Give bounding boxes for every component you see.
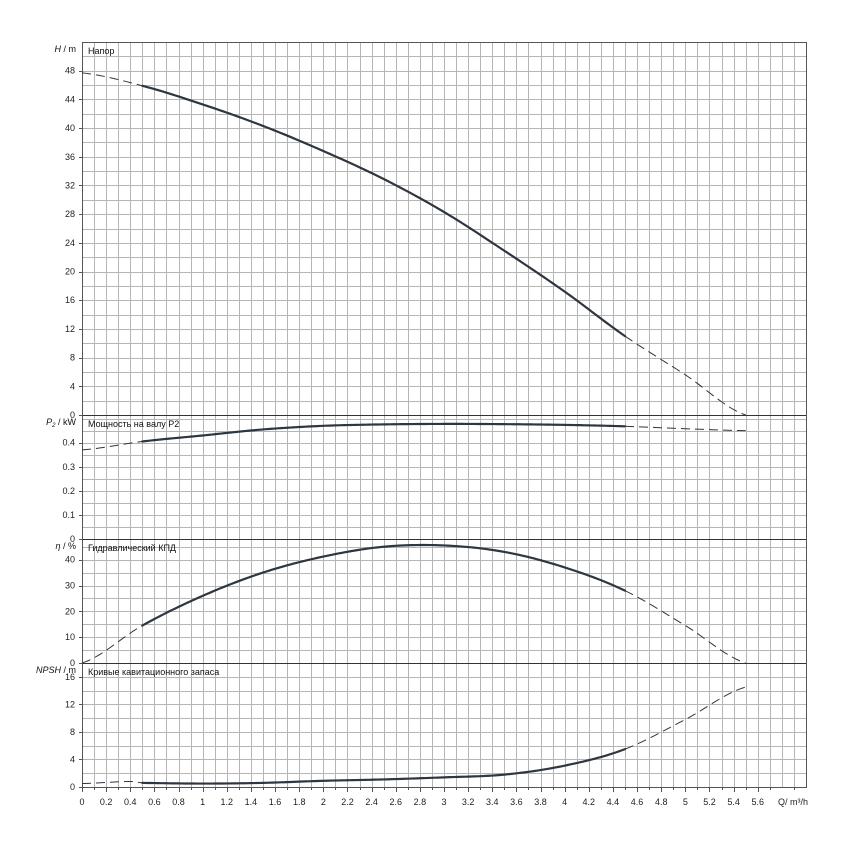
x-tick-label: 0.4 — [124, 797, 137, 807]
npsh-panel-title: Кривые кавитационного запаса — [88, 667, 219, 677]
y-tick-label: 40 — [65, 123, 75, 133]
power-curve-solid — [141, 422, 627, 443]
y-tick-label: 0 — [70, 782, 75, 792]
y-tick-label: 0.2 — [62, 486, 75, 496]
head-curve-dashed-right — [624, 335, 746, 416]
npsh-curve-dashed-right — [624, 686, 746, 750]
y-tick-label: 0 — [70, 658, 75, 668]
head-panel-title: Напор — [88, 46, 114, 56]
y-tick-label: 0 — [70, 534, 75, 544]
x-tick-label: 1.8 — [293, 797, 306, 807]
y-tick-label: 4 — [70, 754, 75, 764]
y-tick-label: 32 — [65, 180, 75, 190]
y-tick-label: 48 — [65, 66, 75, 76]
y-tick-label: 30 — [65, 581, 75, 591]
y-tick-label: 16 — [65, 295, 75, 305]
y-tick-label: 4 — [70, 381, 75, 391]
y-tick-label: 20 — [65, 606, 75, 616]
x-tick-label: 4.2 — [583, 797, 596, 807]
efficiency-panel-title: Гидравлический КПД — [88, 543, 176, 553]
x-tick-label: 3.4 — [486, 797, 499, 807]
power-curve-dashed-right — [624, 425, 746, 432]
x-tick-label: 0 — [79, 797, 84, 807]
x-tick-label: 3 — [441, 797, 446, 807]
x-tick-label: 1 — [200, 797, 205, 807]
x-tick-label: 0.8 — [172, 797, 185, 807]
head-y-axis-label: H / m — [55, 44, 77, 54]
power-y-axis-label: P2 / kW — [46, 417, 76, 429]
npsh-curve-solid — [141, 748, 627, 785]
x-tick-label: 2 — [321, 797, 326, 807]
y-tick-label: 0.4 — [62, 438, 75, 448]
x-tick-label: 1.2 — [221, 797, 234, 807]
efficiency-y-axis-label: η / % — [55, 541, 76, 551]
x-tick-label: 2.6 — [389, 797, 402, 807]
npsh-curve-dashed-left — [81, 780, 143, 785]
x-tick-label: 1.4 — [245, 797, 258, 807]
y-tick-label: 20 — [65, 267, 75, 277]
x-tick-label: 2.8 — [414, 797, 427, 807]
y-tick-label: 28 — [65, 209, 75, 219]
y-tick-label: 0 — [70, 410, 75, 420]
y-tick-label: 0.1 — [62, 510, 75, 520]
efficiency-curve-dashed-left — [81, 625, 143, 664]
x-tick-label: 5.6 — [751, 797, 764, 807]
y-tick-label: 40 — [65, 555, 75, 565]
x-tick-label: 4 — [562, 797, 567, 807]
efficiency-curve-solid — [141, 543, 627, 627]
y-tick-label: 8 — [70, 727, 75, 737]
x-tick-label: 3.2 — [462, 797, 475, 807]
x-tick-label: 0.6 — [148, 797, 161, 807]
x-tick-label: 4.4 — [607, 797, 620, 807]
npsh-y-axis-label: NPSH / m — [36, 665, 76, 675]
y-tick-label: 0.3 — [62, 462, 75, 472]
power-curve-dashed-left — [81, 440, 143, 451]
head-curve-solid — [141, 84, 627, 338]
y-tick-label: 16 — [65, 672, 75, 682]
x-tick-label: 5.2 — [703, 797, 716, 807]
y-tick-label: 24 — [65, 238, 75, 248]
y-tick-label: 8 — [70, 353, 75, 363]
x-tick-label: 5.4 — [727, 797, 740, 807]
y-tick-label: 12 — [65, 324, 75, 334]
efficiency-curve-dashed-right — [624, 590, 746, 664]
y-tick-label: 44 — [65, 94, 75, 104]
y-tick-label: 12 — [65, 699, 75, 709]
x-tick-label: 5 — [683, 797, 688, 807]
x-tick-label: 4.6 — [631, 797, 644, 807]
x-tick-label: 4.8 — [655, 797, 668, 807]
x-tick-label: 2.4 — [365, 797, 378, 807]
y-tick-label: 36 — [65, 152, 75, 162]
x-tick-label: 2.2 — [341, 797, 354, 807]
head-curve-dashed-left — [81, 72, 143, 87]
x-tick-label: 1.6 — [269, 797, 282, 807]
x-tick-label: 3.6 — [510, 797, 523, 807]
x-tick-label: 0.2 — [100, 797, 113, 807]
curve-layer — [81, 72, 746, 785]
x-tick-label: 3.8 — [534, 797, 547, 807]
y-tick-label: 10 — [65, 632, 75, 642]
x-axis-label: Q/ m³/h — [778, 797, 808, 807]
power-panel-title: Мощность на валу P2 — [88, 419, 179, 429]
frame-layer — [79, 42, 807, 792]
